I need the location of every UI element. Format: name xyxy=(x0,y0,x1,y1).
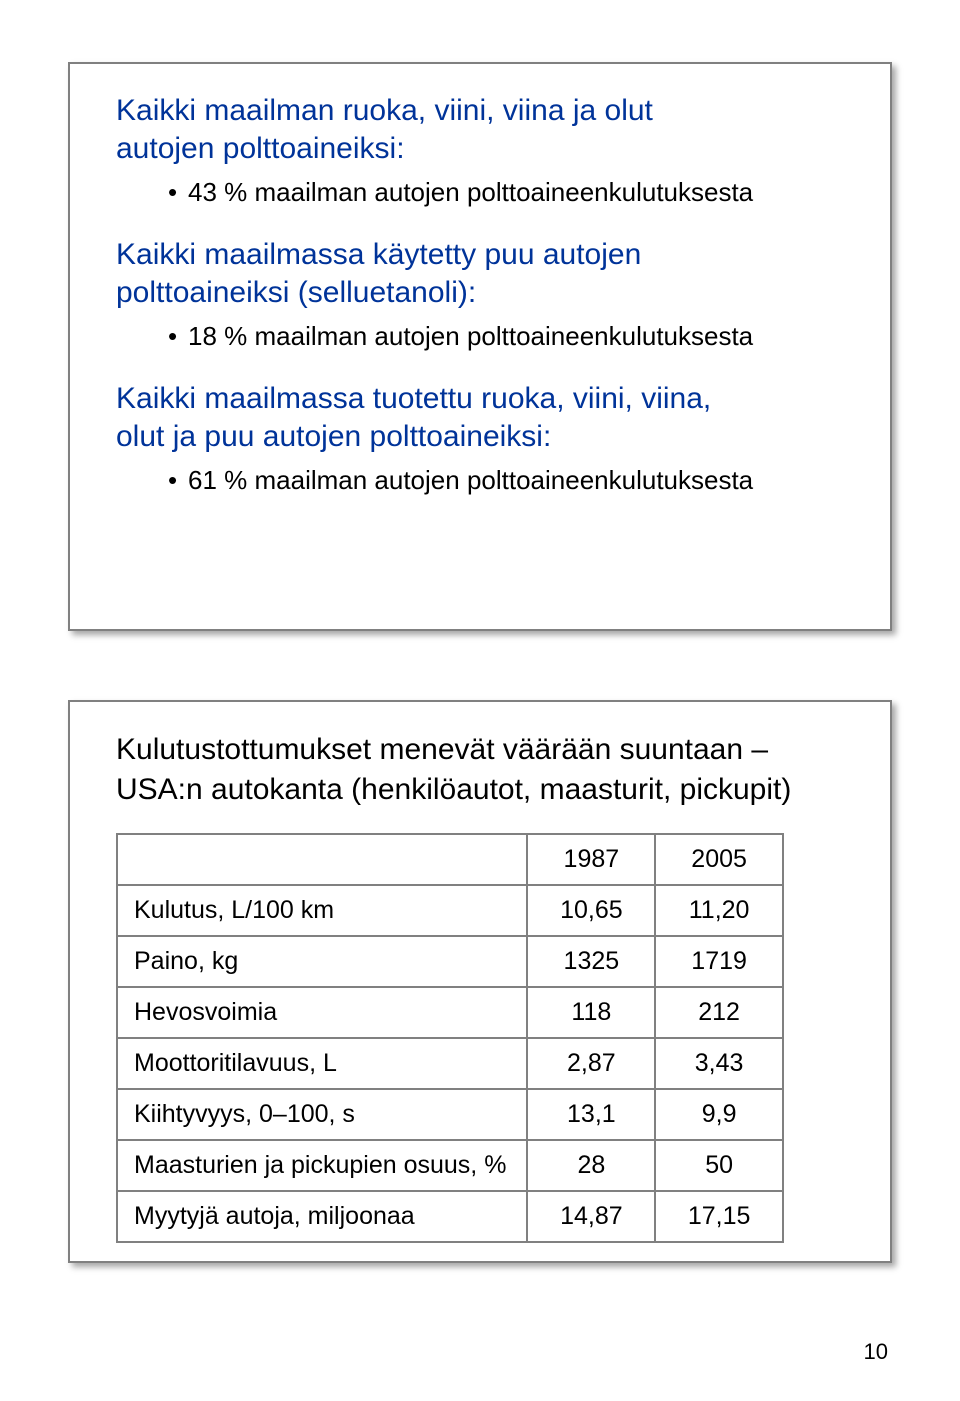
scenario-heading-1: Kaikki maailman ruoka, viini, viina ja o… xyxy=(116,92,844,169)
table-blank-header xyxy=(117,834,527,885)
table-header-row: 1987 2005 xyxy=(117,834,783,885)
table-row: Kiihtyvyys, 0–100, s 13,1 9,9 xyxy=(117,1089,783,1140)
bullet-list-2: 18 % maailman autojen polttoaineenkulutu… xyxy=(116,319,844,354)
table-row: Paino, kg 1325 1719 xyxy=(117,936,783,987)
cell-value: 13,1 xyxy=(527,1089,655,1140)
table-row: Moottoritilavuus, L 2,87 3,43 xyxy=(117,1038,783,1089)
col-header-1987: 1987 xyxy=(527,834,655,885)
row-label: Myytyjä autoja, miljoonaa xyxy=(117,1191,527,1242)
row-label: Kiihtyvyys, 0–100, s xyxy=(117,1089,527,1140)
scenario-heading-3: Kaikki maailmassa tuotettu ruoka, viini,… xyxy=(116,380,844,457)
cell-value: 118 xyxy=(527,987,655,1038)
cell-value: 50 xyxy=(655,1140,783,1191)
cell-value: 17,15 xyxy=(655,1191,783,1242)
cell-value: 9,9 xyxy=(655,1089,783,1140)
col-header-2005: 2005 xyxy=(655,834,783,885)
cell-value: 10,65 xyxy=(527,885,655,936)
row-label: Kulutus, L/100 km xyxy=(117,885,527,936)
table-row: Maasturien ja pickupien osuus, % 28 50 xyxy=(117,1140,783,1191)
heading-line: USA:n autokanta (henkilöautot, maasturit… xyxy=(116,773,791,806)
cell-value: 2,87 xyxy=(527,1038,655,1089)
row-label: Moottoritilavuus, L xyxy=(117,1038,527,1089)
scenario-group-2: Kaikki maailmassa käytetty puu autojen p… xyxy=(116,236,844,354)
bullet-list-1: 43 % maailman autojen polttoaineenkulutu… xyxy=(116,175,844,210)
heading-line: polttoaineiksi (selluetanoli): xyxy=(116,276,476,309)
bullet-item: 61 % maailman autojen polttoaineenkulutu… xyxy=(168,463,844,498)
bullet-item: 18 % maailman autojen polttoaineenkulutu… xyxy=(168,319,844,354)
table-row: Kulutus, L/100 km 10,65 11,20 xyxy=(117,885,783,936)
cell-value: 1719 xyxy=(655,936,783,987)
scenario-heading-2: Kaikki maailmassa käytetty puu autojen p… xyxy=(116,236,844,313)
cell-value: 3,43 xyxy=(655,1038,783,1089)
heading-line: olut ja puu autojen polttoaineiksi: xyxy=(116,420,551,453)
bullet-item: 43 % maailman autojen polttoaineenkulutu… xyxy=(168,175,844,210)
cell-value: 11,20 xyxy=(655,885,783,936)
cell-value: 14,87 xyxy=(527,1191,655,1242)
cell-value: 28 xyxy=(527,1140,655,1191)
trends-heading: Kulutustottumukset menevät väärään suunt… xyxy=(116,730,844,809)
bullet-list-3: 61 % maailman autojen polttoaineenkulutu… xyxy=(116,463,844,498)
trends-table: 1987 2005 Kulutus, L/100 km 10,65 11,20 … xyxy=(116,833,784,1243)
row-label: Paino, kg xyxy=(117,936,527,987)
heading-line: autojen polttoaineiksi: xyxy=(116,132,405,165)
table-row: Hevosvoimia 118 212 xyxy=(117,987,783,1038)
heading-line: Kaikki maailmassa käytetty puu autojen xyxy=(116,238,641,271)
row-label: Hevosvoimia xyxy=(117,987,527,1038)
panel-usa-trends: Kulutustottumukset menevät väärään suunt… xyxy=(68,700,892,1263)
scenario-group-1: Kaikki maailman ruoka, viini, viina ja o… xyxy=(116,92,844,210)
panel-fuel-scenarios: Kaikki maailman ruoka, viini, viina ja o… xyxy=(68,62,892,631)
table-row: Myytyjä autoja, miljoonaa 14,87 17,15 xyxy=(117,1191,783,1242)
heading-line: Kaikki maailman ruoka, viini, viina ja o… xyxy=(116,94,653,127)
cell-value: 1325 xyxy=(527,936,655,987)
cell-value: 212 xyxy=(655,987,783,1038)
page-number: 10 xyxy=(864,1339,888,1365)
scenario-group-3: Kaikki maailmassa tuotettu ruoka, viini,… xyxy=(116,380,844,498)
heading-line: Kulutustottumukset menevät väärään suunt… xyxy=(116,733,768,766)
heading-line: Kaikki maailmassa tuotettu ruoka, viini,… xyxy=(116,382,711,415)
row-label: Maasturien ja pickupien osuus, % xyxy=(117,1140,527,1191)
